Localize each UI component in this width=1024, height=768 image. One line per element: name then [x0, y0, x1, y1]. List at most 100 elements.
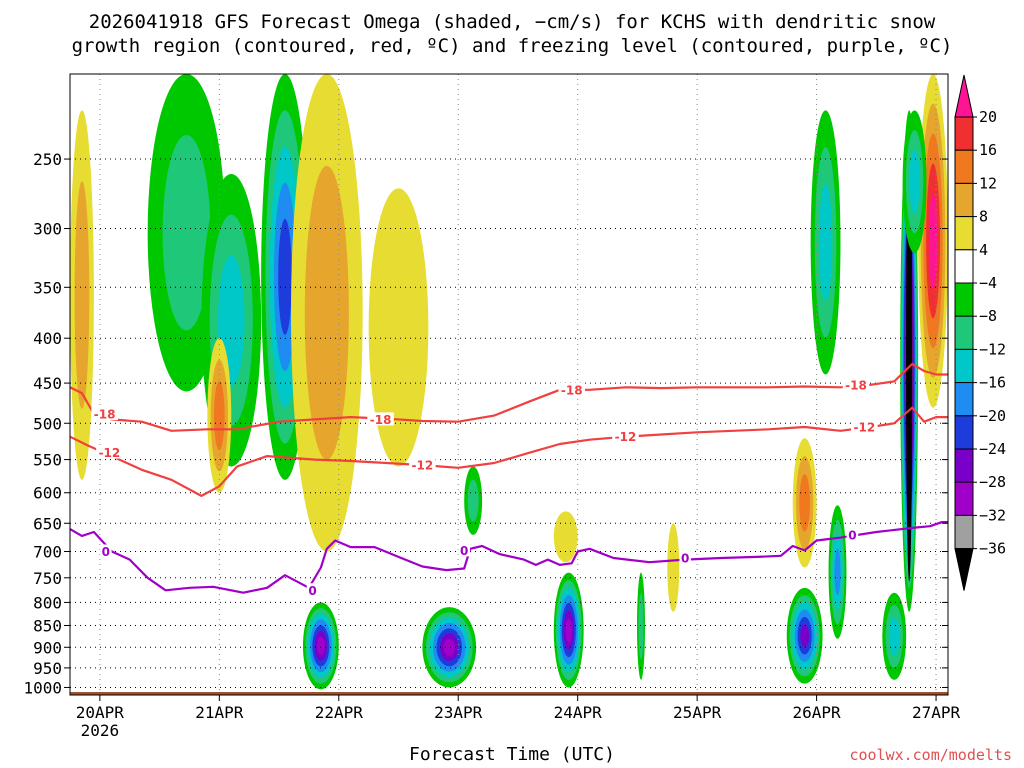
- y-tick-label: 900: [33, 638, 62, 657]
- contour-label-bg: [558, 382, 585, 396]
- ground-bar: [70, 691, 948, 695]
- colorbar-swatch: [954, 149, 974, 184]
- colorbar-swatch: [954, 282, 974, 317]
- colorbar-swatch: [954, 415, 974, 450]
- y-tick-label: 700: [33, 543, 62, 562]
- y-tick-label: 400: [33, 329, 62, 348]
- contour-label-bg: [679, 550, 691, 564]
- colorbar-swatch: [954, 514, 974, 550]
- colorbar-label: 20: [979, 108, 997, 126]
- x-tick-label: 20APR: [76, 703, 125, 722]
- x-tick-label: 23APR: [434, 703, 483, 722]
- contour-label: -12: [615, 430, 637, 444]
- y-tick-label: 650: [33, 514, 62, 533]
- omega-cell: [786, 587, 823, 684]
- colorbar-label: −8: [979, 307, 997, 325]
- contour-label: -12: [412, 459, 434, 473]
- colorbar-label: −32: [979, 506, 1006, 524]
- colorbar-swatch: [954, 315, 974, 350]
- x-tick-label: 26APR: [793, 703, 842, 722]
- y-tick-label: 500: [33, 414, 62, 433]
- colorbar-label: −16: [979, 374, 1006, 392]
- x-year-label: 2026: [81, 721, 120, 740]
- omega-cell: [70, 110, 94, 480]
- omega-cell: [918, 74, 949, 408]
- omega-cell: [902, 110, 927, 254]
- plot-frame: [69, 73, 949, 696]
- colorbar-arrow-bottom: [954, 548, 974, 591]
- credit-link[interactable]: coolwx.com/modelts: [849, 746, 1012, 764]
- y-tick-label: 550: [33, 451, 62, 470]
- colorbar-label: −4: [979, 274, 997, 292]
- x-tick-label: 24APR: [554, 703, 603, 722]
- contour-label: 0: [848, 528, 856, 542]
- contour-label-bg: [846, 527, 859, 541]
- colorbar-swatch: [954, 448, 974, 483]
- contour-label-bg: [96, 445, 123, 459]
- y-tick-label: 1000: [23, 678, 62, 697]
- y-tick-label: 350: [33, 278, 62, 297]
- contour-label: 0: [308, 584, 316, 598]
- y-tick-label: 600: [33, 484, 62, 503]
- colorbar-swatch: [954, 348, 974, 384]
- contour-label: 0: [681, 551, 689, 565]
- contour-label: -12: [99, 446, 121, 460]
- colorbar-swatch: [954, 216, 974, 251]
- contour-label-bg: [458, 543, 470, 557]
- x-tick-label: 22APR: [315, 703, 364, 722]
- colorbar-swatch: [954, 182, 974, 218]
- contour-label-bg: [409, 458, 436, 472]
- chart-title-line1: 2026041918 GFS Forecast Omega (shaded, −…: [88, 11, 936, 33]
- contour-label: -12: [854, 421, 876, 435]
- y-tick-label: 800: [33, 593, 62, 612]
- y-tick-label: 850: [33, 617, 62, 636]
- chart-title-line2: growth region (contoured, red, ºC) and f…: [71, 35, 953, 57]
- contour-label-bg: [91, 406, 118, 420]
- contour-label-bg: [842, 377, 870, 391]
- colorbar-label: 4: [979, 241, 988, 259]
- omega-cell: [302, 602, 339, 690]
- x-tick-label: 25APR: [673, 703, 722, 722]
- x-axis-ticks: 20APR 21APR 22APR 23APR 24APR 25APR 26APR 27APR…: [76, 695, 961, 740]
- omega-cell: [636, 572, 645, 680]
- x-tick-label: 21APR: [195, 703, 244, 722]
- colorbar-label: −28: [979, 473, 1006, 491]
- colorbar-label: 8: [979, 208, 988, 226]
- x-tick-label: 27APR: [912, 703, 961, 722]
- omega-cell: [882, 592, 907, 680]
- contour-label-bg: [851, 420, 878, 434]
- plot-border: [69, 73, 949, 696]
- contour-labels: -18 -12 -18 -12 -18 -12 -18 -12 0 0 0 0 0: [91, 377, 878, 598]
- y-tick-label: 250: [33, 150, 62, 169]
- y-tick-label: 950: [33, 659, 62, 678]
- colorbar: 20 16 12 8 4 −4 −8 −12 −16 −20 −24 −28 −32 −36: [954, 74, 1006, 591]
- omega-cell: [553, 511, 578, 563]
- omega-cell: [810, 110, 841, 375]
- colorbar-label: −24: [979, 440, 1006, 458]
- omega-cell: [464, 466, 483, 535]
- colorbar-label: 16: [979, 141, 997, 159]
- contour-label: -18: [845, 378, 867, 392]
- colorbar-swatch: [954, 481, 974, 516]
- omega-cell: [828, 505, 847, 639]
- omega-cell: [422, 607, 477, 688]
- omega-cell: [368, 188, 429, 467]
- colorbar-label: −36: [979, 540, 1006, 558]
- y-tick-label: 450: [33, 374, 62, 393]
- colorbar-swatch: [954, 382, 974, 417]
- omega-cell: [207, 338, 232, 493]
- colorbar-swatch: [954, 249, 974, 284]
- x-axis-label: Forecast Time (UTC): [409, 744, 615, 765]
- colorbar-swatch: [954, 116, 974, 151]
- omega-cell: [290, 74, 363, 552]
- contour-label-bg: [100, 544, 112, 558]
- contour-label: 0: [102, 545, 110, 559]
- omega-cell: [667, 523, 680, 612]
- contour-label: -18: [561, 383, 583, 397]
- colorbar-label: 12: [979, 174, 997, 192]
- y-tick-label: 300: [33, 220, 62, 239]
- omega-cell: [553, 572, 584, 688]
- contour-label-bg: [306, 583, 319, 597]
- contour-label: 0: [460, 544, 468, 558]
